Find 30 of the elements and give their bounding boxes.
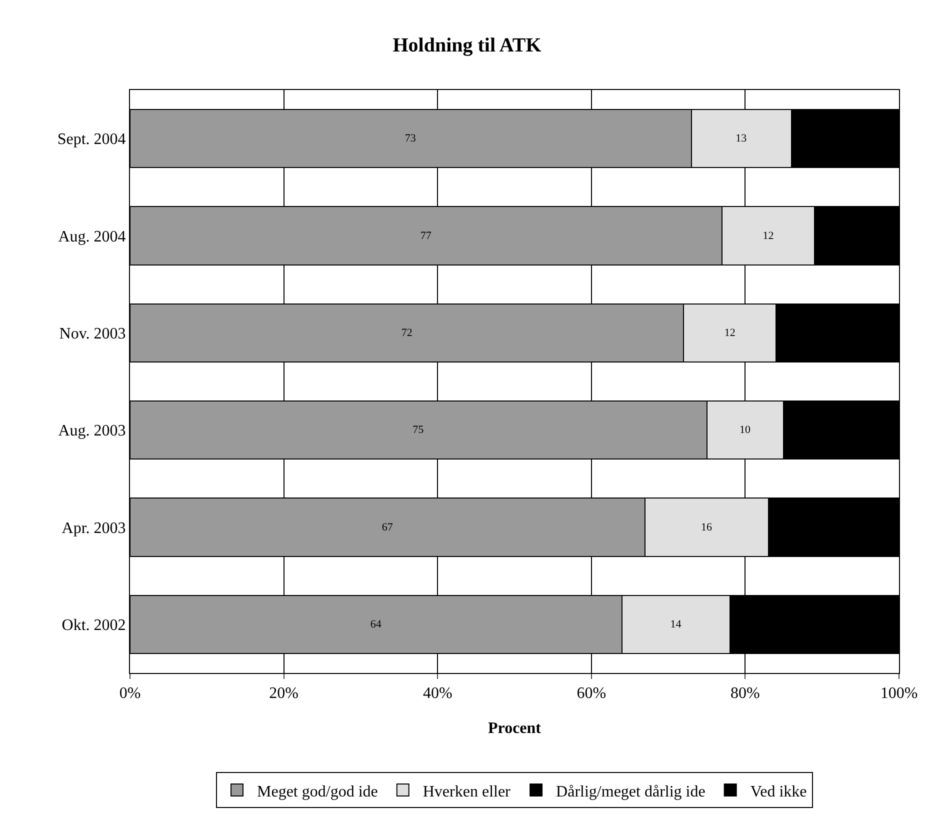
data-label: 67 [382,521,394,534]
data-label: 75 [412,424,424,436]
y-tick-label: Okt. 2002 [62,617,126,634]
x-tick-label: 40% [422,685,452,702]
x-tick-label: 60% [576,685,606,702]
data-label: 73 [404,132,416,145]
x-tick-label: 80% [730,685,760,702]
data-label: 12 [724,326,736,339]
data-label: 16 [701,521,712,534]
legend-label: Dårlig/meget dårlig ide [556,783,706,800]
data-label: 10 [739,424,751,436]
y-tick-label: Aug. 2004 [58,228,126,246]
y-tick-label: Nov. 2003 [59,326,126,343]
legend-label: Hverken eller [422,783,512,800]
y-tick-label: Sept. 2004 [57,131,126,148]
data-label: 13 [736,132,748,145]
data-label: 64 [370,618,382,630]
y-tick-label: Aug. 2003 [58,422,126,440]
x-tick-label: 100% [880,685,918,702]
legend-label: Ved ikke [750,783,807,800]
x-axis-title: Procent [488,720,542,737]
y-tick-label: Apr. 2003 [62,520,126,537]
data-label: 14 [670,618,682,630]
data-label: 12 [762,230,774,242]
legend-label: Meget god/god ide [257,783,378,800]
x-tick-label: 0% [119,685,141,702]
chart-title: Holdning til ATK [392,34,542,56]
data-label: 77 [420,230,432,242]
data-label: 72 [401,326,412,339]
x-tick-label: 20% [269,685,298,702]
